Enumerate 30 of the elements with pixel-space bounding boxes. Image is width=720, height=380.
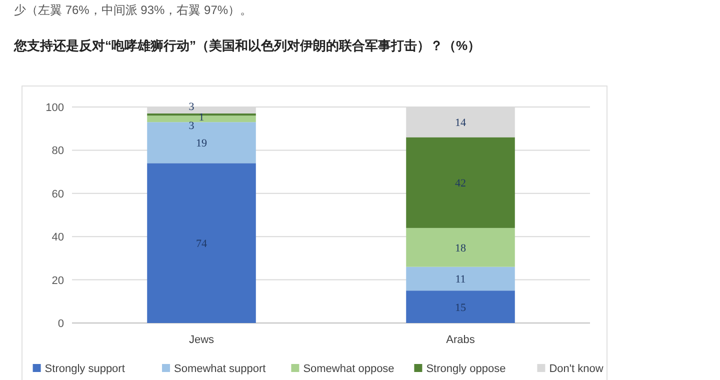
x-tick-label: Arabs xyxy=(446,334,476,346)
data-label: 15 xyxy=(455,302,466,314)
bar xyxy=(147,163,256,323)
legend-label: Somewhat oppose xyxy=(303,363,394,375)
x-tick-label: Jews xyxy=(188,334,215,346)
data-label: 14 xyxy=(455,117,466,130)
text: 少（左翼 76%，中间派 93%，右翼 97%）。 xyxy=(14,3,252,17)
y-tick-label: 80 xyxy=(52,145,64,158)
data-label: 74 xyxy=(196,238,208,250)
legend-label: Strongly oppose xyxy=(426,363,506,375)
y-tick-label: 100 xyxy=(46,102,64,114)
legend-label: Strongly support xyxy=(44,363,125,375)
y-tick-label: 0 xyxy=(58,318,64,330)
data-label: 3 xyxy=(188,120,195,132)
chart-title: 您支持还是反对“咆哮雄狮行动”（美国和以色列对伊朗的联合军事打击）？（%） xyxy=(13,38,481,53)
legend-label: Don't know xyxy=(549,363,604,375)
bar xyxy=(406,228,515,267)
data-label: 18 xyxy=(455,242,466,254)
bar xyxy=(406,137,515,228)
bar xyxy=(406,290,515,323)
legend-label: Somewhat support xyxy=(174,363,266,375)
y-tick-label: 60 xyxy=(52,188,64,200)
y-tick-label: 20 xyxy=(52,274,64,287)
data-label: 19 xyxy=(196,138,208,150)
data-label: 3 xyxy=(188,101,195,114)
bar xyxy=(406,266,515,291)
data-label: 42 xyxy=(455,178,466,190)
bar xyxy=(147,122,256,164)
data-label: 11 xyxy=(455,274,466,286)
y-tick-label: 40 xyxy=(52,232,64,244)
